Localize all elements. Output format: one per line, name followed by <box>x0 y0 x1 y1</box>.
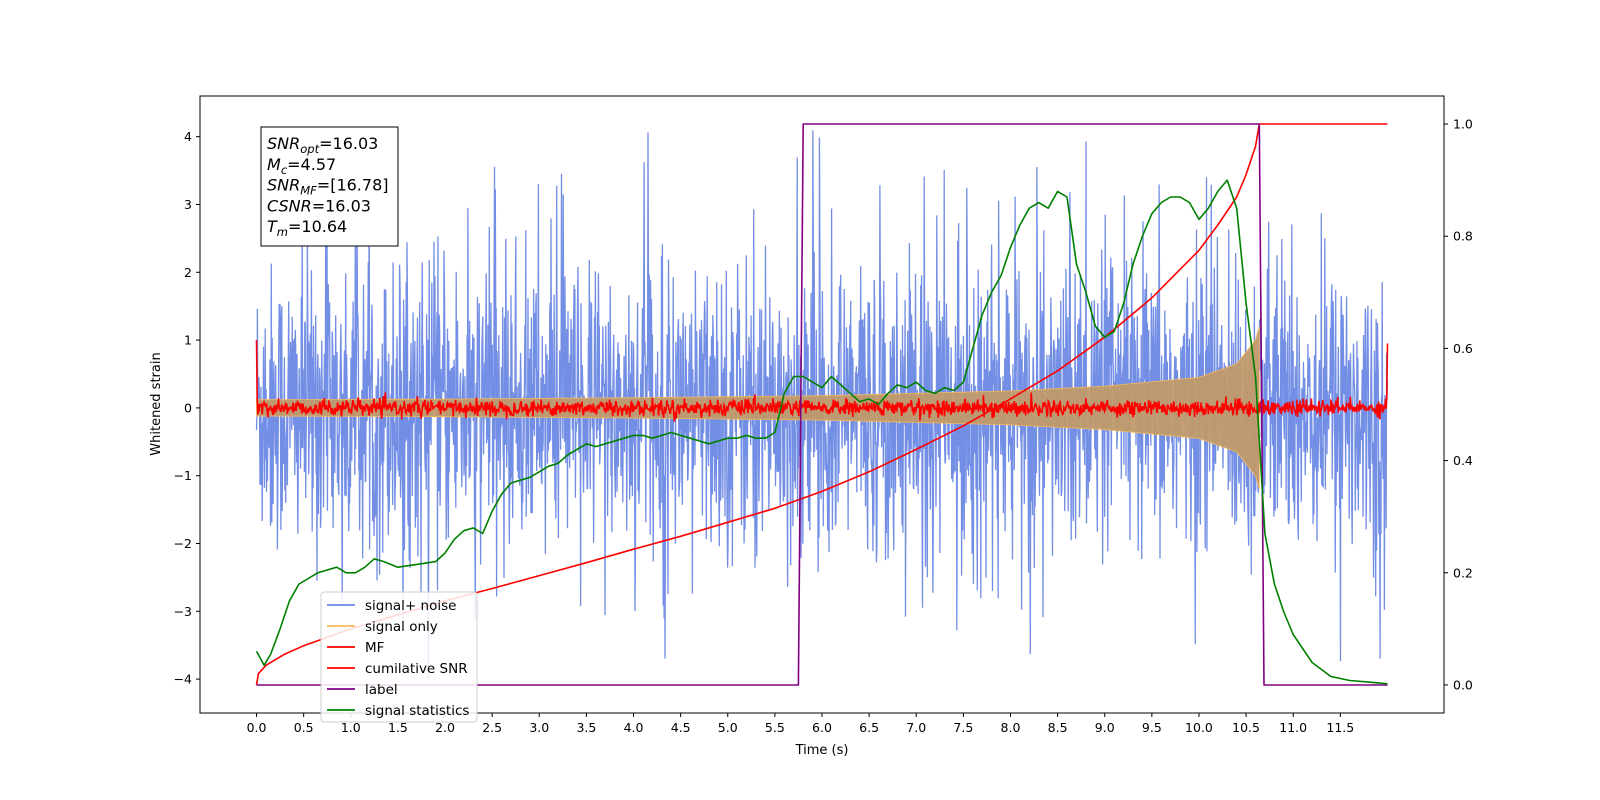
annotation-value: =16.03 <box>319 134 378 153</box>
x-axis-label: Time (s) <box>795 743 849 758</box>
y-tick-label: −4 <box>174 672 192 687</box>
annotation-subscript: c <box>281 163 288 177</box>
x-tick-label: 9.0 <box>1095 720 1115 735</box>
annotation-subscript: m <box>277 225 288 239</box>
x-tick-label: 1.5 <box>388 720 408 735</box>
annotation-symbol: T <box>267 217 278 236</box>
legend-entry: MF <box>365 640 384 656</box>
x-tick-label: 11.5 <box>1326 720 1354 735</box>
x-tick-label: 5.0 <box>718 720 738 735</box>
x-tick-label: 2.0 <box>435 720 455 735</box>
x-tick-label: 8.5 <box>1048 720 1068 735</box>
x-tick-label: 3.5 <box>576 720 596 735</box>
legend-entry: signal statistics <box>365 703 469 719</box>
series-mf <box>255 340 1389 422</box>
y2-tick-label: 0.8 <box>1453 229 1473 244</box>
legend-entry: cumilative SNR <box>365 661 468 677</box>
x-tick-label: 4.0 <box>624 720 644 735</box>
annotation-box-frame <box>260 126 399 247</box>
y-tick-label: 1 <box>184 333 192 348</box>
annotation-symbol: CSNR <box>267 196 312 215</box>
annotation-line: Mc=4.57 <box>267 155 336 177</box>
x-tick-label: 4.5 <box>671 720 691 735</box>
y2-tick-label: 1.0 <box>1453 117 1473 132</box>
annotation-symbol: SNR <box>267 134 300 153</box>
legend-entry: signal+ noise <box>365 598 456 614</box>
y-tick-label: 0 <box>184 400 192 415</box>
legend-frame <box>320 591 478 723</box>
annotation-subscript: opt <box>300 142 319 156</box>
x-tick-label: 6.0 <box>812 720 832 735</box>
series-label <box>256 123 1388 686</box>
series-signal-statistics <box>255 179 1388 685</box>
x-tick-label: 6.5 <box>859 720 879 735</box>
x-tick-label: 0.0 <box>247 720 267 735</box>
annotation-line: SNRMF=[16.78] <box>267 176 389 198</box>
x-tick-label: 7.5 <box>953 720 973 735</box>
x-tick-label: 8.0 <box>1001 720 1021 735</box>
y2-tick-label: 0.0 <box>1453 677 1473 692</box>
x-tick-label: 7.0 <box>906 720 926 735</box>
y2-tick-label: 0.4 <box>1453 453 1473 468</box>
annotation-line: SNRopt=16.03 <box>267 134 378 156</box>
y2-tick-label: 0.6 <box>1453 341 1473 356</box>
y-tick-label: −3 <box>174 604 192 619</box>
annotation-value: =4.57 <box>287 155 336 174</box>
y-axis-left: −4 −3 −2 −1 0 1 2 3 4 <box>174 129 200 687</box>
annotation-symbol: M <box>267 155 281 174</box>
x-tick-label: 1.0 <box>341 720 361 735</box>
legend: signal+ noise signal only MF cumilative SNR… <box>320 591 478 723</box>
legend-entry: signal only <box>365 619 438 635</box>
y-axis-label: Whitened strain <box>149 352 164 455</box>
y-tick-label: 2 <box>184 265 192 280</box>
annotation-value: =[16.78] <box>317 176 389 195</box>
annotation-symbol: SNR <box>267 176 300 195</box>
y-axis-right: 0.0 0.2 0.4 0.6 0.8 1.0 <box>1444 117 1473 692</box>
x-tick-label: 9.5 <box>1142 720 1162 735</box>
annotation-subscript: MF <box>300 184 317 198</box>
annotation-value: =10.64 <box>288 217 347 236</box>
y-tick-label: −1 <box>174 468 192 483</box>
x-axis: 0.0 0.5 1.0 1.5 2.0 2.5 3.0 3.5 4.0 4.5 5.0 5.5 6.0 6… <box>247 713 1354 735</box>
x-tick-label: 10.5 <box>1232 720 1260 735</box>
stats-annotation-box: SNRopt=16.03Mc=4.57SNRMF=[16.78]CSNR=16.… <box>260 126 399 247</box>
y-tick-label: −2 <box>174 536 192 551</box>
y-tick-label: 4 <box>184 129 192 144</box>
legend-entry: label <box>365 682 398 698</box>
annotation-line: Tm=10.64 <box>267 217 347 239</box>
x-tick-label: 2.5 <box>482 720 502 735</box>
annotation-value: =16.03 <box>312 196 371 215</box>
y-tick-label: 3 <box>184 197 192 212</box>
annotation-line: CSNR=16.03 <box>267 196 371 215</box>
plot-area <box>255 123 1389 686</box>
x-tick-label: 5.5 <box>765 720 785 735</box>
x-tick-label: 0.5 <box>294 720 314 735</box>
x-tick-label: 3.0 <box>529 720 549 735</box>
x-tick-label: 11.0 <box>1279 720 1307 735</box>
y2-tick-label: 0.2 <box>1453 565 1473 580</box>
x-tick-label: 10.0 <box>1185 720 1213 735</box>
